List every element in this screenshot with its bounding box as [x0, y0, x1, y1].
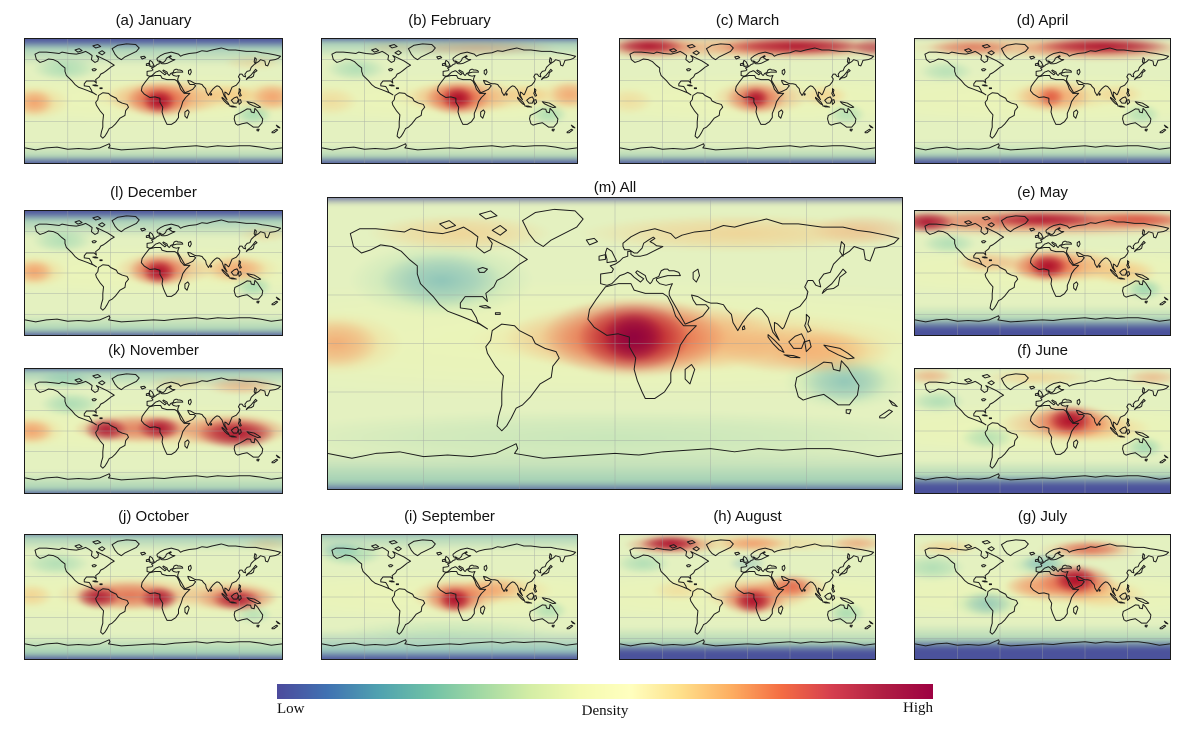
panel-september: (i) September [321, 508, 578, 660]
map-may [914, 210, 1171, 336]
panel-december: (l) December [24, 184, 283, 336]
map-all: 60°N30°N0°30°S60°S180°120°W60°W0°60°E120… [327, 197, 903, 490]
panel-title: (d) April [1016, 12, 1069, 29]
panel-title: (m) All [593, 179, 637, 196]
panel-title: (i) September [404, 508, 495, 525]
panel-april: (d) April [914, 12, 1171, 164]
map-september [321, 534, 578, 660]
map-january [24, 38, 283, 164]
panel-title: (e) May [1017, 184, 1068, 201]
panel-may: (e) May [914, 184, 1171, 336]
map-april [914, 38, 1171, 164]
colorbar: Low Density High [277, 684, 933, 726]
coastline-overlay [25, 39, 282, 163]
coastline-overlay [328, 198, 902, 489]
panel-february: (b) February [321, 12, 578, 164]
colorbar-high-label: High [903, 700, 933, 716]
panel-title: (l) December [110, 184, 197, 201]
coastline-overlay [915, 39, 1170, 163]
panel-title: (k) November [108, 342, 199, 359]
coastline-overlay [322, 39, 577, 163]
panel-all: (m) All 60°N30°N0°30°S60°S180°120°W60°W0… [327, 180, 903, 490]
coastline-overlay [322, 535, 577, 659]
coastline-overlay [620, 535, 875, 659]
panel-march: (c) March [619, 12, 876, 164]
colorbar-low-label: Low [277, 701, 305, 717]
coastline-overlay [25, 535, 282, 659]
panel-october: (j) October [24, 508, 283, 660]
panel-title: (h) August [713, 508, 782, 525]
colorbar-gradient [277, 684, 933, 699]
coastline-overlay [915, 369, 1170, 493]
coastline-overlay [915, 535, 1170, 659]
panel-august: (h) August [619, 508, 876, 660]
map-november [24, 368, 283, 494]
coastline-overlay [915, 211, 1170, 335]
map-february [321, 38, 578, 164]
coastline-overlay [25, 211, 282, 335]
map-october [24, 534, 283, 660]
panel-title: (b) February [408, 12, 491, 29]
map-july [914, 534, 1171, 660]
panel-title: (a) January [115, 12, 192, 29]
panel-title: (f) June [1017, 342, 1068, 359]
colorbar-title: Density [581, 703, 629, 719]
map-march [619, 38, 876, 164]
map-december [24, 210, 283, 336]
panel-november: (k) November [24, 342, 283, 494]
panel-title: (c) March [715, 12, 780, 29]
map-august [619, 534, 876, 660]
coastline-overlay [620, 39, 875, 163]
panel-january: (a) January [24, 12, 283, 164]
coastline-overlay [25, 369, 282, 493]
panel-july: (g) July [914, 508, 1171, 660]
panel-title: (j) October [118, 508, 189, 525]
panel-june: (f) June [914, 342, 1171, 494]
panel-title: (g) July [1017, 508, 1068, 525]
map-june [914, 368, 1171, 494]
